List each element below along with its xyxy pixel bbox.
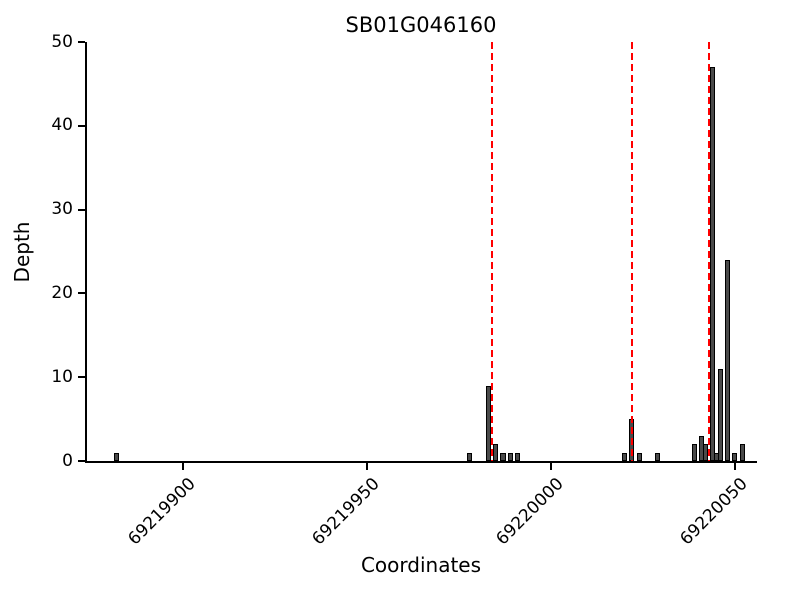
plot-area — [85, 42, 757, 463]
depth-bar — [621, 452, 628, 461]
depth-bar — [724, 259, 731, 461]
threshold-vline — [707, 42, 711, 461]
y-tick-label: 40 — [51, 115, 73, 136]
y-tick-label: 20 — [51, 282, 73, 303]
depth-bar — [113, 452, 119, 461]
depth-bar — [515, 452, 521, 461]
x-tick-label-text: 69220000 — [492, 474, 568, 550]
depth-bar — [732, 452, 738, 461]
x-tick-mark — [549, 463, 552, 470]
threshold-vline — [490, 42, 494, 461]
depth-bar — [493, 444, 499, 461]
x-tick-mark — [733, 463, 736, 470]
y-tick-label: 10 — [51, 366, 73, 387]
depth-bar — [691, 444, 697, 461]
x-axis-label: Coordinates — [360, 553, 482, 577]
depth-bar — [485, 385, 491, 461]
x-tick-mark — [181, 463, 184, 470]
depth-bar — [507, 452, 513, 461]
threshold-vline — [630, 42, 634, 461]
depth-bar — [717, 368, 723, 461]
y-tick-label: 50 — [51, 31, 73, 52]
y-tick-label: 30 — [51, 199, 73, 220]
y-axis-label: Depth — [10, 221, 34, 283]
chart-title: SB01G046160 — [345, 13, 497, 37]
depth-bar — [710, 67, 716, 461]
x-tick-label-text: 69220050 — [676, 474, 753, 550]
y-tick-mark — [78, 41, 85, 43]
depth-bar — [739, 444, 745, 461]
depth-bar — [702, 444, 709, 461]
y-tick-mark — [78, 460, 85, 462]
y-tick-label: 0 — [62, 450, 73, 471]
y-tick-mark — [78, 124, 85, 127]
depth-bar — [655, 452, 661, 461]
depth-bar — [500, 452, 506, 461]
x-tick-label-text: 69219950 — [308, 474, 384, 550]
x-tick-mark — [365, 463, 368, 470]
depth-bar — [636, 452, 642, 461]
y-tick-mark — [78, 208, 85, 211]
y-tick-mark — [78, 376, 85, 379]
x-tick-label-text: 69219900 — [124, 474, 200, 550]
y-tick-mark — [78, 292, 85, 295]
depth-bar — [467, 452, 473, 461]
